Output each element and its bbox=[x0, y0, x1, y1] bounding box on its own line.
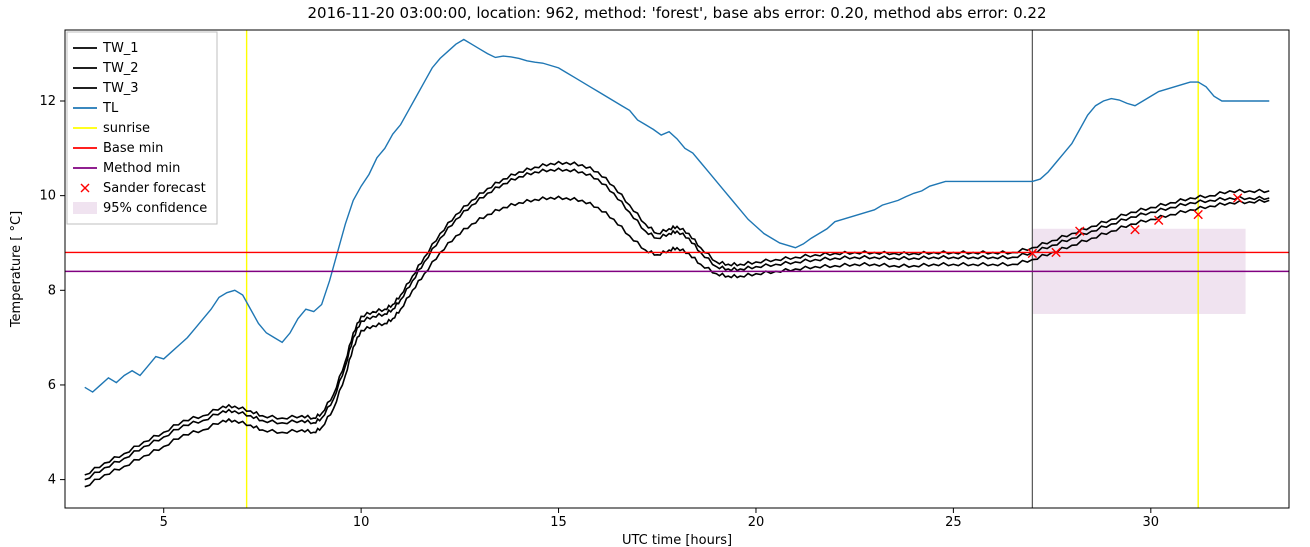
legend-label: TW_1 bbox=[102, 41, 139, 56]
ytick-label: 10 bbox=[39, 189, 56, 204]
xtick-label: 20 bbox=[748, 515, 765, 530]
chart-svg: 5 10 15 20 25 30 4 6 8 10 12 UTC time [hours] Temper… bbox=[0, 0, 1310, 547]
legend-label: Method min bbox=[103, 161, 180, 176]
legend-label: 95% confidence bbox=[103, 201, 207, 216]
legend-label: sunrise bbox=[103, 121, 150, 136]
legend-swatch bbox=[73, 202, 97, 214]
xtick-label: 25 bbox=[945, 515, 962, 530]
chart-title: 2016-11-20 03:00:00, location: 962, meth… bbox=[308, 4, 1047, 22]
legend-label: TW_3 bbox=[102, 81, 139, 96]
legend-label: Base min bbox=[103, 141, 163, 156]
legend-label: TW_2 bbox=[102, 61, 139, 76]
xtick-label: 5 bbox=[160, 515, 168, 530]
xtick-label: 30 bbox=[1143, 515, 1160, 530]
legend-label: Sander forecast bbox=[103, 181, 206, 196]
x-axis-label: UTC time [hours] bbox=[622, 533, 732, 547]
ytick-label: 8 bbox=[48, 283, 56, 298]
xtick-label: 15 bbox=[550, 515, 567, 530]
xtick-label: 10 bbox=[353, 515, 370, 530]
chart-container: 5 10 15 20 25 30 4 6 8 10 12 UTC time [hours] Temper… bbox=[0, 0, 1310, 547]
y-axis-label: Temperature [ °C] bbox=[9, 211, 24, 328]
ytick-label: 6 bbox=[48, 378, 56, 393]
ytick-label: 12 bbox=[39, 94, 56, 109]
legend-label: TL bbox=[102, 101, 119, 116]
ytick-label: 4 bbox=[48, 473, 56, 488]
